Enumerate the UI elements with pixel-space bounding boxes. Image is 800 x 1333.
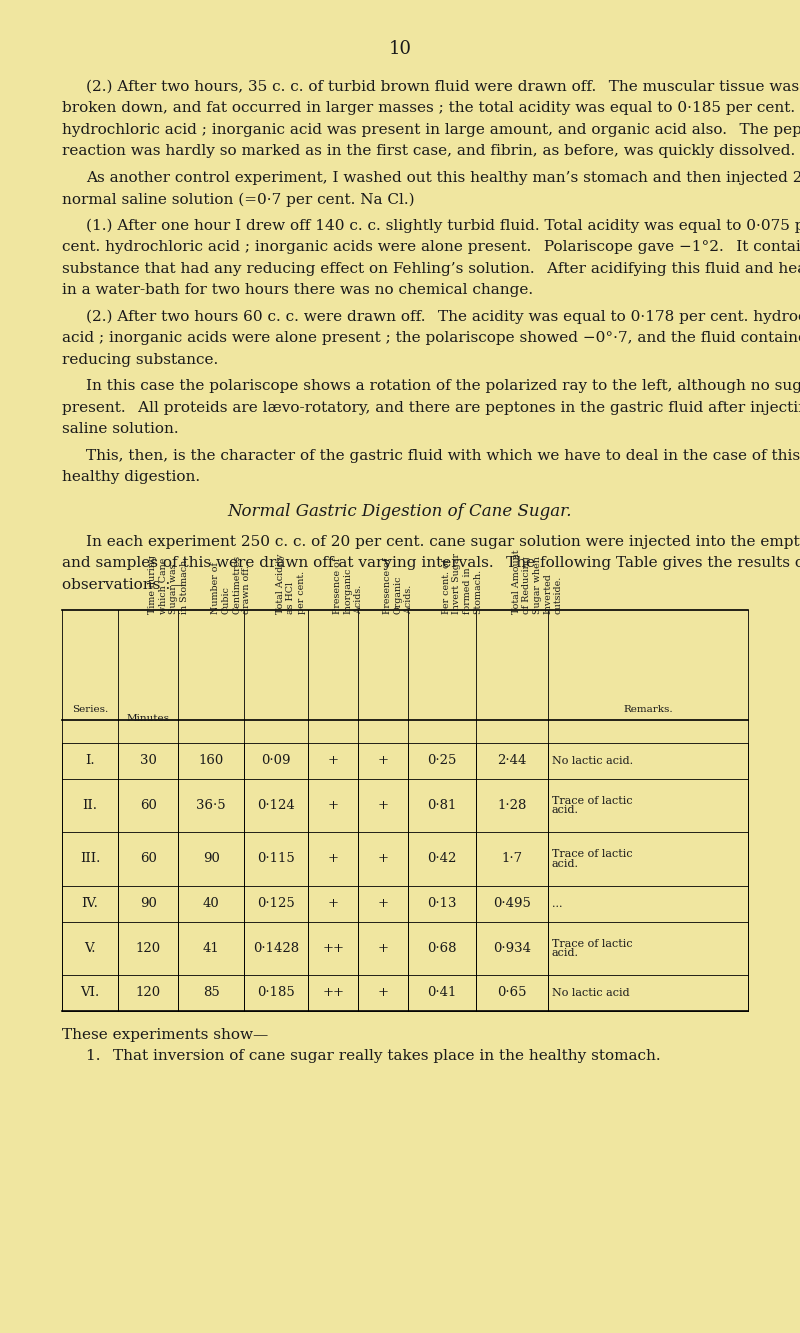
Text: These experiments show—: These experiments show—: [62, 1028, 268, 1042]
Text: 60: 60: [140, 853, 157, 865]
Text: +: +: [378, 754, 389, 768]
Text: 120: 120: [136, 986, 161, 1000]
Text: Minutes: Minutes: [127, 713, 170, 722]
Text: and samples of this were drawn off at varying intervals.  The following Table gi: and samples of this were drawn off at va…: [62, 556, 800, 571]
Text: 0·65: 0·65: [498, 986, 526, 1000]
Text: (2.) After two hours 60 c. c. were drawn off.  The acidity was equal to 0·178 pe: (2.) After two hours 60 c. c. were drawn…: [86, 309, 800, 324]
Text: Remarks.: Remarks.: [623, 705, 673, 713]
Text: In this case the polariscope shows a rotation of the polarized ray to the left, : In this case the polariscope shows a rot…: [86, 380, 800, 393]
Text: VI.: VI.: [80, 986, 100, 1000]
Text: (1.) After one hour I drew off 140 c. c. slightly turbid fluid. Total acidity wa: (1.) After one hour I drew off 140 c. c.…: [86, 219, 800, 233]
Text: 0·81: 0·81: [427, 800, 457, 812]
Text: 0·1428: 0·1428: [253, 942, 299, 954]
Text: 0·185: 0·185: [257, 986, 295, 1000]
Text: (2.) After two hours, 35 c. c. of turbid brown fluid were drawn off.  The muscul: (2.) After two hours, 35 c. c. of turbid…: [86, 80, 800, 95]
Text: in a water-bath for two hours there was no chemical change.: in a water-bath for two hours there was …: [62, 283, 533, 297]
Text: II.: II.: [82, 800, 98, 812]
Text: Trace of lactic: Trace of lactic: [552, 849, 633, 860]
Text: 0·42: 0·42: [427, 853, 457, 865]
Text: 0·495: 0·495: [493, 897, 531, 910]
Text: 120: 120: [136, 942, 161, 954]
Text: 0·125: 0·125: [257, 897, 295, 910]
Text: 2·44: 2·44: [498, 754, 526, 768]
Text: ++: ++: [322, 942, 344, 954]
Text: 1·28: 1·28: [498, 800, 526, 812]
Text: 0·41: 0·41: [427, 986, 457, 1000]
Text: reducing substance.: reducing substance.: [62, 353, 218, 367]
Text: +: +: [378, 942, 389, 954]
Text: 40: 40: [203, 897, 219, 910]
Text: +: +: [328, 897, 338, 910]
Text: 0·09: 0·09: [262, 754, 290, 768]
Text: 1·7: 1·7: [502, 853, 522, 865]
Text: Trace of lactic: Trace of lactic: [552, 938, 633, 949]
Text: Time during
which Cane
Sugar was
in Stomach.: Time during which Cane Sugar was in Stom…: [149, 555, 189, 613]
Text: 160: 160: [198, 754, 224, 768]
Text: 0·934: 0·934: [493, 942, 531, 954]
Text: observations :—: observations :—: [62, 577, 186, 592]
Text: hydrochloric acid ; inorganic acid was present in large amount, and organic acid: hydrochloric acid ; inorganic acid was p…: [62, 123, 800, 137]
Text: 0·124: 0·124: [257, 800, 295, 812]
Text: I.: I.: [85, 754, 95, 768]
Text: III.: III.: [80, 853, 100, 865]
Text: Normal Gastric Digestion of Cane Sugar.: Normal Gastric Digestion of Cane Sugar.: [228, 504, 572, 520]
Text: +: +: [378, 897, 389, 910]
Text: V.: V.: [84, 942, 96, 954]
Text: 41: 41: [203, 942, 219, 954]
Text: 0·68: 0·68: [427, 942, 457, 954]
Text: 90: 90: [140, 897, 157, 910]
Text: 0·25: 0·25: [427, 754, 457, 768]
Text: As another control experiment, I washed out this healthy man’s stomach and then : As another control experiment, I washed …: [86, 171, 800, 185]
Text: Per cent. of
Invert Sugar
formed in
Stomach.: Per cent. of Invert Sugar formed in Stom…: [442, 553, 482, 613]
Text: +: +: [328, 754, 338, 768]
Text: 85: 85: [203, 986, 219, 1000]
Text: IV.: IV.: [82, 897, 98, 910]
Text: +: +: [328, 800, 338, 812]
Text: No lactic acid: No lactic acid: [552, 988, 630, 998]
Text: acid.: acid.: [552, 858, 579, 869]
Text: Presence of
Organic
Acids.: Presence of Organic Acids.: [383, 557, 413, 613]
Text: Presence of
Inorganic
Acids.: Presence of Inorganic Acids.: [333, 557, 363, 613]
Text: reaction was hardly so marked as in the first case, and fibrin, as before, was q: reaction was hardly so marked as in the …: [62, 144, 795, 159]
Text: Total Amount
of Reducing
Sugar when
Inverted
outside.: Total Amount of Reducing Sugar when Inve…: [512, 549, 562, 613]
Text: acid.: acid.: [552, 805, 579, 816]
Text: 36·5: 36·5: [196, 800, 226, 812]
Text: Trace of lactic: Trace of lactic: [552, 796, 633, 806]
Text: acid ; inorganic acids were alone present ; the polariscope showed −0°·7, and th: acid ; inorganic acids were alone presen…: [62, 332, 800, 345]
Text: saline solution.: saline solution.: [62, 423, 178, 436]
Text: +: +: [378, 800, 389, 812]
Text: 10: 10: [389, 40, 411, 59]
Text: No lactic acid.: No lactic acid.: [552, 756, 633, 766]
Text: normal saline solution (=0·7 per cent. Na Cl.): normal saline solution (=0·7 per cent. N…: [62, 192, 414, 207]
Text: ...: ...: [552, 898, 562, 909]
Text: In each experiment 250 c. c. of 20 per cent. cane sugar solution were injected i: In each experiment 250 c. c. of 20 per c…: [86, 535, 800, 549]
Text: present.  All proteids are lævo-rotatory, and there are peptones in the gastric : present. All proteids are lævo-rotatory,…: [62, 401, 800, 415]
Text: 0·115: 0·115: [257, 853, 295, 865]
Text: healthy digestion.: healthy digestion.: [62, 471, 200, 484]
Text: Total Acidity
as HCl
per cent.: Total Acidity as HCl per cent.: [276, 553, 306, 613]
Text: 0·13: 0·13: [427, 897, 457, 910]
Text: 30: 30: [140, 754, 157, 768]
Text: 60: 60: [140, 800, 157, 812]
Text: 1.  That inversion of cane sugar really takes place in the healthy stomach.: 1. That inversion of cane sugar really t…: [86, 1049, 660, 1064]
Text: This, then, is the character of the gastric fluid with which we have to deal in : This, then, is the character of the gast…: [86, 449, 800, 463]
Text: substance that had any reducing effect on Fehling’s solution.  After acidifying : substance that had any reducing effect o…: [62, 261, 800, 276]
Text: cent. hydrochloric acid ; inorganic acids were alone present.  Polariscope gave : cent. hydrochloric acid ; inorganic acid…: [62, 240, 800, 255]
Text: Number of
Cubic
Centimetres
drawn off.: Number of Cubic Centimetres drawn off.: [211, 555, 251, 613]
Text: broken down, and fat occurred in larger masses ; the total acidity was equal to : broken down, and fat occurred in larger …: [62, 101, 794, 116]
Text: ++: ++: [322, 986, 344, 1000]
Text: Series.: Series.: [72, 705, 108, 713]
Text: 90: 90: [202, 853, 220, 865]
Text: +: +: [328, 853, 338, 865]
Text: +: +: [378, 853, 389, 865]
Text: +: +: [378, 986, 389, 1000]
Text: acid.: acid.: [552, 948, 579, 958]
